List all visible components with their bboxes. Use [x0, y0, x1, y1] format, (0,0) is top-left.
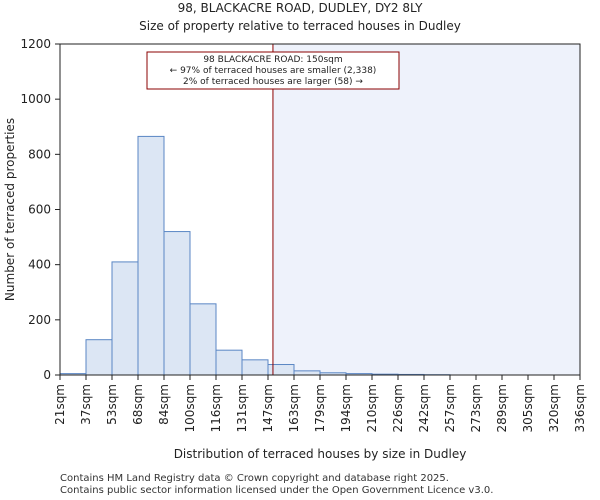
x-tick-label: 37sqm [79, 384, 93, 425]
y-tick-label: 600 [28, 203, 51, 217]
y-tick-label: 1200 [20, 37, 51, 51]
plot-frame [59, 43, 581, 376]
larger-region-highlight [272, 44, 580, 375]
x-tick-label: 289sqm [495, 384, 509, 432]
histogram-bar [189, 303, 217, 376]
x-tick-label: 84sqm [157, 384, 171, 425]
x-tick-label: 53sqm [105, 384, 119, 425]
annotation-box [146, 51, 400, 90]
chart-subtitle: Size of property relative to terraced ho… [139, 19, 461, 33]
x-axis-label: Distribution of terraced houses by size … [174, 447, 467, 461]
x-tick-label: 116sqm [209, 384, 223, 432]
x-tick-label: 147sqm [261, 384, 275, 432]
x-tick-label: 210sqm [365, 384, 379, 432]
y-tick-label: 400 [28, 258, 51, 272]
x-tick-label: 100sqm [183, 384, 197, 432]
y-axis-label: Number of terraced properties [3, 118, 17, 301]
histogram-bar [163, 231, 191, 376]
histogram-bar [137, 135, 165, 376]
y-tick-label: 800 [28, 147, 51, 161]
histogram-bar [293, 370, 321, 376]
footer-line-1: Contains HM Land Registry data © Crown c… [60, 473, 449, 484]
histogram-bar [241, 359, 269, 376]
x-tick-label: 305sqm [521, 384, 535, 432]
x-tick-label: 179sqm [313, 384, 327, 432]
histogram-bar [267, 364, 295, 376]
histogram-bar [85, 339, 113, 376]
y-tick-label: 200 [28, 313, 51, 327]
histogram-bar [111, 261, 139, 376]
chart-title: 98, BLACKACRE ROAD, DUDLEY, DY2 8LY [177, 1, 423, 15]
x-tick-label: 68sqm [131, 384, 145, 425]
x-tick-label: 336sqm [573, 384, 587, 432]
x-tick-label: 131sqm [235, 384, 249, 432]
x-tick-label: 320sqm [547, 384, 561, 432]
x-tick-label: 194sqm [339, 384, 353, 432]
y-tick-label: 0 [43, 368, 51, 382]
x-tick-label: 163sqm [287, 384, 301, 432]
histogram-bar [215, 349, 243, 376]
x-tick-label: 242sqm [417, 384, 431, 432]
y-tick-label: 1000 [20, 92, 51, 106]
annotation-line-2: ← 97% of terraced houses are smaller (2,… [170, 66, 377, 76]
annotation-line-3: 2% of terraced houses are larger (58) → [183, 77, 363, 87]
x-tick-label: 21sqm [53, 384, 67, 425]
x-tick-label: 226sqm [391, 384, 405, 432]
x-tick-label: 273sqm [469, 384, 483, 432]
x-tick-label: 257sqm [443, 384, 457, 432]
annotation-line-1: 98 BLACKACRE ROAD: 150sqm [203, 55, 342, 65]
footer-line-2: Contains public sector information licen… [60, 485, 494, 496]
